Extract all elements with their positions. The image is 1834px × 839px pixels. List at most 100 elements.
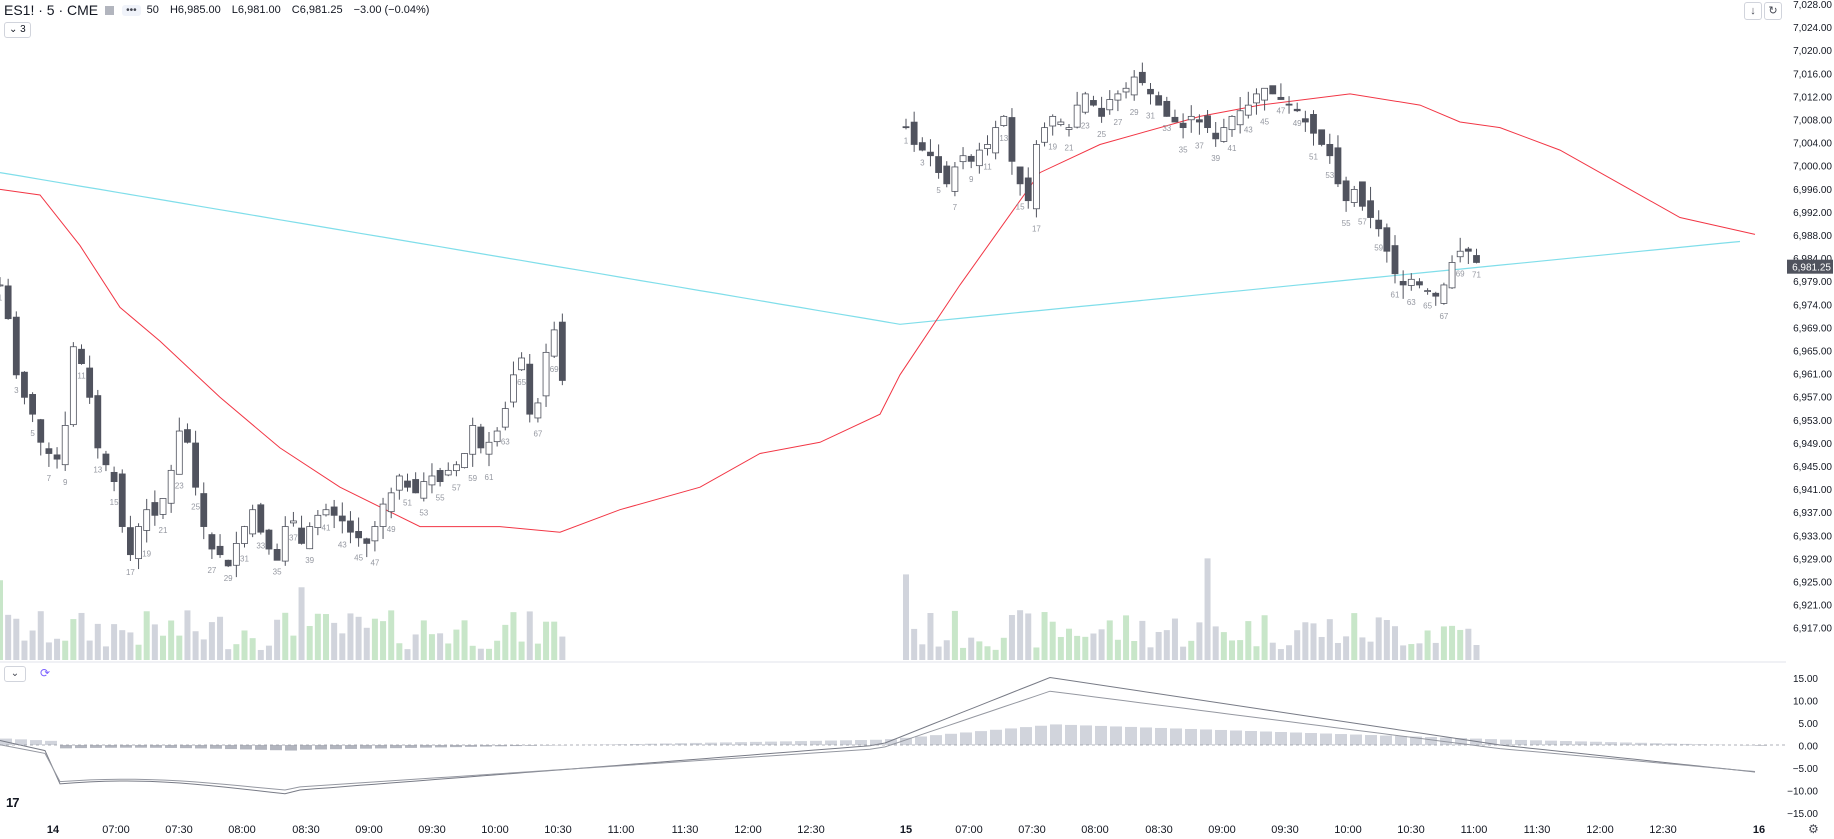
- volume-bar: [314, 613, 321, 660]
- bar-number-label: 33: [1162, 124, 1171, 133]
- price-tick-label: 7,008.00: [1793, 116, 1832, 127]
- candle-body: [355, 531, 363, 539]
- bar-number-label: 53: [419, 508, 428, 517]
- macd-signal-line: [0, 690, 1756, 791]
- price-axis[interactable]: 7,028.00 7,024.00 7,020.00 7,016.00 7,012.00…: [1793, 0, 1832, 635]
- price-tick-label: 7,012.00: [1793, 92, 1832, 103]
- time-tick-label: 08:30: [1145, 824, 1173, 836]
- volume-bar: [1302, 622, 1309, 660]
- candle-body: [143, 509, 151, 531]
- refresh-icon[interactable]: ↻: [1764, 2, 1782, 20]
- macd-histogram-bar: [1020, 727, 1032, 745]
- sync-icon[interactable]: ⟳: [39, 666, 51, 680]
- volume-bar: [1400, 645, 1407, 660]
- macd-histogram-bar: [1290, 732, 1302, 745]
- indicators-toggle-button[interactable]: ⌄ 3: [4, 22, 31, 38]
- ma-slow-line: [0, 172, 1741, 325]
- macd-histogram-bar: [1695, 744, 1707, 745]
- bar-number-label: 41: [1228, 144, 1237, 153]
- macd-histogram-bar: [390, 745, 402, 749]
- macd-histogram-bar: [735, 742, 747, 745]
- candle-body: [216, 545, 224, 556]
- time-tick-label: 07:00: [102, 824, 130, 836]
- time-tick-label: 09:00: [355, 824, 383, 836]
- price-tick-label: 6,941.00: [1793, 485, 1832, 496]
- volume-bar: [1066, 628, 1072, 660]
- price-tick-label: 6,979.00: [1793, 277, 1832, 288]
- macd-histogram-bar: [1005, 728, 1017, 745]
- candle-body: [102, 453, 110, 466]
- price-tick-label: 6,953.00: [1793, 416, 1832, 427]
- volume-bar: [1017, 610, 1024, 660]
- candle-body: [208, 534, 216, 550]
- volume-bar: [1375, 617, 1382, 660]
- volume-bar: [1139, 620, 1146, 660]
- macd-histogram-bar: [930, 735, 942, 745]
- macd-histogram-bar: [870, 739, 882, 745]
- candle-body: [224, 559, 232, 567]
- candle-body: [338, 515, 346, 522]
- macd-histogram-bar: [510, 745, 522, 747]
- candle-body: [1049, 115, 1057, 127]
- macd-histogram-bar: [135, 745, 147, 748]
- volume-bar: [1392, 626, 1398, 660]
- candle-body: [1293, 108, 1301, 112]
- macd-axis[interactable]: 15.00 10.00 5.00 0.00 −5.00 −10.00 −15.00: [0, 674, 1818, 820]
- download-icon[interactable]: ↓: [1744, 2, 1762, 20]
- time-tick-label: 07:30: [165, 824, 193, 836]
- time-tick-label: 12:30: [1649, 824, 1677, 836]
- candle-body: [289, 520, 297, 524]
- volume-bar: [935, 646, 942, 660]
- candle-body: [1448, 262, 1456, 289]
- macd-histogram-bar: [1350, 734, 1362, 745]
- candle-body: [984, 144, 991, 150]
- bar-number-label: 13: [999, 134, 1008, 143]
- volume-bar: [298, 587, 305, 660]
- candle-body: [1090, 100, 1097, 106]
- volume-bar: [1261, 615, 1268, 660]
- macd-histogram-bar: [1575, 741, 1587, 745]
- macd-histogram-bar: [1275, 732, 1287, 745]
- macd-histogram-bar: [1095, 725, 1107, 745]
- settings-gear-icon[interactable]: ⚙: [1808, 822, 1819, 836]
- bar-number-label: 17: [126, 568, 135, 577]
- volume-bar: [1000, 637, 1007, 660]
- candle-body: [975, 149, 983, 167]
- bar-number-label: 23: [175, 481, 184, 490]
- volume-bar: [86, 640, 93, 660]
- bar-number-label: 25: [1097, 130, 1106, 139]
- bar-number-label: 71: [1472, 270, 1481, 279]
- volume-bar: [1074, 635, 1081, 660]
- price-tick-label: 6,929.00: [1793, 554, 1832, 565]
- volume-bar: [1408, 644, 1415, 660]
- price-tick-label: 6,984.00: [1793, 254, 1832, 265]
- candle-body: [86, 367, 94, 398]
- macd-histogram-bar: [435, 745, 447, 748]
- time-axis[interactable]: 14 07:00 07:30 08:00 08:30 09:00 09:30 10:00 10:…: [47, 824, 1765, 836]
- volume-bar: [29, 630, 36, 660]
- volume-bar: [70, 619, 77, 660]
- volume-bar: [1367, 641, 1374, 660]
- price-tick-label: 6,917.00: [1793, 624, 1832, 635]
- volume-bar: [1343, 636, 1350, 660]
- candle-body: [1024, 177, 1032, 202]
- collapse-pane-button[interactable]: ⌄: [4, 666, 26, 682]
- symbol-title[interactable]: ES1! · 5 · CME: [4, 2, 99, 18]
- candle-body: [1196, 119, 1203, 123]
- volume-bar: [396, 643, 403, 660]
- candle-body: [12, 316, 20, 376]
- bar-number-label: 43: [1244, 126, 1253, 135]
- last-price-badge: [1787, 259, 1833, 274]
- bar-number-label: 21: [159, 526, 168, 535]
- macd-pane: [0, 676, 1767, 795]
- bar-number-label: 27: [1113, 118, 1122, 127]
- candle-body: [1147, 88, 1154, 95]
- more-options-button[interactable]: •••: [122, 4, 141, 16]
- macd-histogram-bar: [945, 733, 957, 745]
- candle-body: [1073, 104, 1081, 128]
- volume-bar: [1383, 619, 1390, 660]
- ohlc-values: 50 H6,985.00 L6,981.00 C6,981.25 −3.00 (…: [147, 4, 438, 16]
- macd-line: [0, 676, 1756, 795]
- bar-number-label: 7: [953, 203, 958, 212]
